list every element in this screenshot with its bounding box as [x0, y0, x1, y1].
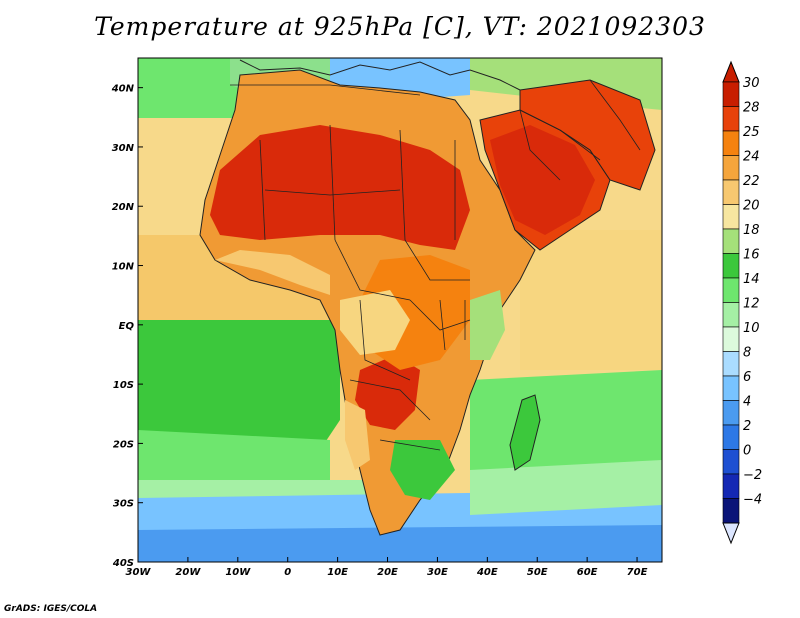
colorbar-over-arrow	[722, 60, 740, 83]
southern-africa-hot	[355, 355, 420, 430]
lat-tick-label: 40S	[112, 558, 134, 569]
country-borders	[230, 79, 641, 451]
south-africa-green	[390, 440, 455, 500]
colorbar-label: 10	[743, 321, 760, 336]
colorbar-label: 8	[743, 346, 751, 361]
lat-tick-label: 30N	[112, 143, 135, 154]
lon-tick-label: 10W	[225, 567, 251, 578]
west-africa-coast-mild	[215, 250, 330, 295]
north-atlantic-cool	[138, 58, 248, 118]
colorbar-label: 22	[743, 174, 760, 189]
east-africa-highlands	[470, 290, 505, 360]
lon-tick-label: 70E	[627, 567, 648, 578]
colorbar-swatch	[722, 179, 740, 205]
colorbar-swatch	[722, 81, 740, 107]
colorbar-label: 28	[743, 101, 760, 116]
lat-tick-label: 10S	[113, 380, 134, 391]
lon-tick-label: 40E	[476, 567, 498, 578]
lon-tick-label: 20W	[175, 567, 201, 578]
colorbar-label: 6	[743, 370, 751, 385]
europe-coastline	[239, 59, 521, 91]
chart-title: Temperature at 925hPa [C], VT: 202109230…	[94, 12, 706, 41]
colorbar-swatch	[722, 424, 740, 450]
colorbar-label: 0	[743, 444, 751, 459]
colorbar-swatch	[722, 277, 740, 303]
lon-tick-label: 30E	[427, 567, 448, 578]
colorbar-under-arrow	[722, 522, 740, 545]
lon-tick-label: 60E	[577, 567, 598, 578]
colorbar-swatch	[722, 302, 740, 328]
congo-mild	[340, 290, 410, 355]
colorbar-label: 18	[743, 223, 760, 238]
colorbar-swatch	[722, 130, 740, 156]
colorbar-swatch	[722, 498, 740, 524]
colorbar-swatch	[722, 253, 740, 279]
colorbar-swatch	[722, 326, 740, 352]
lat-tick-label: 20N	[112, 202, 135, 213]
colorbar-swatch	[722, 400, 740, 426]
lat-tick-label: 40N	[111, 84, 135, 95]
lon-tick-label: 30W	[126, 567, 152, 578]
colorbar-swatch	[722, 228, 740, 254]
madagascar	[509, 394, 541, 471]
colorbar-label: −4	[743, 493, 762, 508]
lat-tick-label: EQ	[119, 321, 135, 332]
lon-tick-label: 0	[284, 567, 291, 578]
colorbar-label: 30	[743, 76, 760, 91]
colorbar-label: 20	[743, 199, 760, 214]
angola-coast-mild	[345, 400, 370, 470]
colorbar-label: 2	[743, 419, 751, 434]
lon-tick-label: 10E	[327, 567, 348, 578]
colorbar-label: −2	[743, 468, 762, 483]
colorbar-label: 12	[743, 297, 760, 312]
colorbar-label: 24	[743, 150, 760, 165]
indian-ocean-pale	[470, 460, 662, 515]
temperature-field	[138, 58, 662, 562]
colorbar-swatch	[722, 106, 740, 132]
arabia-hot-core	[490, 125, 595, 235]
colorbar-label: 14	[743, 272, 760, 287]
iran-landmass	[519, 79, 656, 191]
colorbar-swatch	[722, 449, 740, 475]
colorbar-swatch	[722, 155, 740, 181]
indian-ocean-north-warm	[520, 230, 662, 370]
colorbar-swatch	[722, 351, 740, 377]
lat-tick-label: 10N	[112, 262, 135, 273]
colorbar-label: 16	[743, 248, 760, 263]
colorbar-swatch	[722, 204, 740, 230]
colorbar-label: 4	[743, 395, 751, 410]
colorbar-label: 25	[743, 125, 760, 140]
lon-tick-label: 50E	[527, 567, 548, 578]
colorbar-swatch	[722, 473, 740, 499]
longitude-axis: 30W 20W 10W 0 10E 20E 30E 40E 50E 60E 70E	[126, 557, 648, 578]
lat-tick-label: 30S	[113, 499, 134, 510]
colorbar-swatch	[722, 375, 740, 401]
latitude-axis: 40N 30N 20N 10N EQ 10S 20S 30S 40S	[111, 84, 143, 569]
lat-tick-label: 20S	[113, 439, 134, 450]
lon-tick-label: 20E	[377, 567, 398, 578]
grads-credit: GrADS: IGES/COLA	[4, 604, 98, 614]
sahara-hot-core	[210, 125, 470, 250]
map-frame	[137, 57, 663, 563]
